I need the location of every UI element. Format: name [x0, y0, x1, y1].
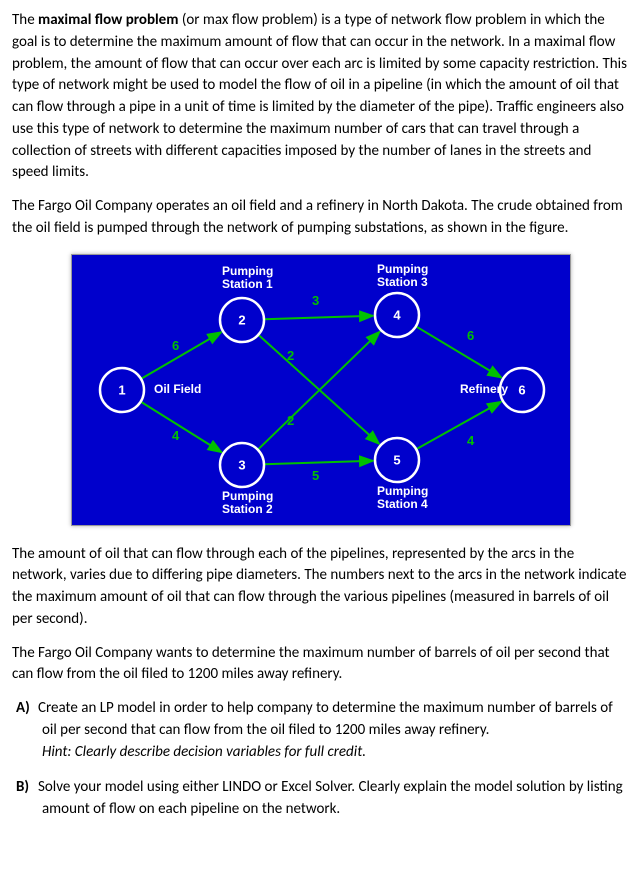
svg-text:Pumping: Pumping	[377, 262, 428, 276]
fargo-paragraph: The Fargo Oil Company operates an oil fi…	[12, 196, 630, 240]
svg-text:Station 4: Station 4	[377, 497, 428, 511]
question-A-marker: A)	[16, 698, 38, 720]
svg-text:3: 3	[312, 293, 319, 308]
question-A-hint: Hint: Clearly describe decision variable…	[42, 743, 366, 761]
svg-text:Pumping: Pumping	[222, 489, 273, 503]
svg-text:5: 5	[312, 468, 319, 483]
network-diagram: 643225641Oil Field2PumpingStation 13Pump…	[71, 254, 571, 526]
diagram-container: 643225641Oil Field2PumpingStation 13Pump…	[12, 254, 630, 526]
question-B-marker: B)	[16, 777, 38, 799]
svg-text:Refinery: Refinery	[460, 382, 508, 396]
svg-text:2: 2	[238, 312, 245, 327]
svg-text:3: 3	[238, 457, 245, 472]
svg-text:Station 3: Station 3	[377, 275, 428, 289]
svg-text:6: 6	[172, 338, 179, 353]
intro-rest: (or max flow problem) is a type of netwo…	[12, 11, 627, 181]
svg-text:1: 1	[118, 382, 125, 397]
question-A-text: Create an LP model in order to help comp…	[38, 699, 613, 739]
svg-text:2: 2	[287, 348, 294, 363]
question-list: A)Create an LP model in order to help co…	[12, 698, 630, 821]
svg-text:6: 6	[518, 382, 525, 397]
svg-text:2: 2	[287, 413, 294, 428]
svg-text:Pumping: Pumping	[377, 484, 428, 498]
goal-paragraph: The Fargo Oil Company wants to determine…	[12, 643, 630, 687]
svg-text:4: 4	[172, 428, 180, 443]
svg-text:Station 2: Station 2	[222, 502, 273, 516]
svg-text:6: 6	[467, 328, 474, 343]
network-svg: 643225641Oil Field2PumpingStation 13Pump…	[72, 255, 570, 525]
question-B: B)Solve your model using either LINDO or…	[38, 777, 630, 821]
question-A: A)Create an LP model in order to help co…	[38, 698, 630, 763]
svg-text:Station 1: Station 1	[222, 277, 273, 291]
question-B-text: Solve your model using either LINDO or E…	[38, 778, 623, 818]
svg-text:Oil Field: Oil Field	[154, 382, 201, 396]
svg-text:4: 4	[467, 433, 475, 448]
svg-text:5: 5	[393, 452, 400, 467]
svg-text:4: 4	[393, 307, 401, 322]
below-paragraph: The amount of oil that can flow through …	[12, 544, 630, 631]
term-maximal-flow: maximal flow problem	[38, 11, 178, 29]
intro-paragraph: The maximal flow problem (or max flow pr…	[12, 10, 630, 184]
svg-text:Pumping: Pumping	[222, 264, 273, 278]
